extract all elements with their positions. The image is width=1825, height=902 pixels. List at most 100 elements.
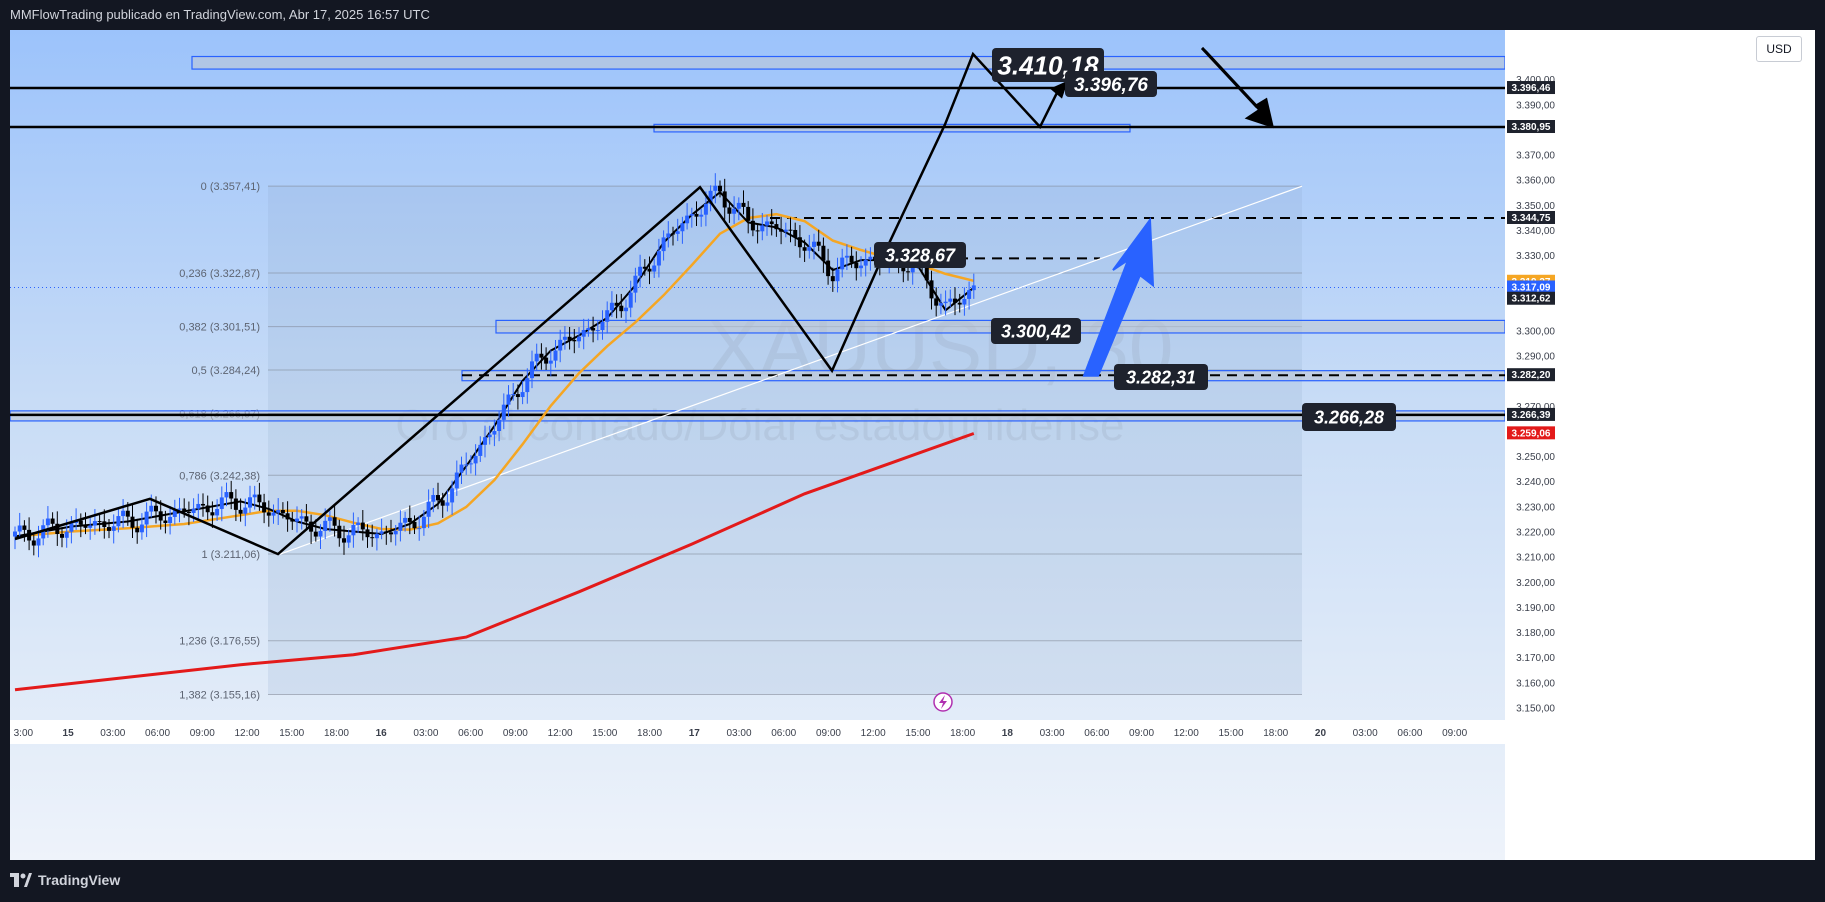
- candle-body: [398, 522, 403, 531]
- price-axis-tick: 3.350,00: [1516, 201, 1555, 212]
- time-axis-tick: 06:00: [1084, 728, 1109, 739]
- candle-body: [389, 532, 393, 535]
- time-axis-tick: 03:00: [413, 728, 438, 739]
- candle-body: [924, 262, 929, 281]
- candle-body: [130, 516, 135, 528]
- price-axis-tick: 3.160,00: [1516, 678, 1555, 689]
- time-axis-tick: 18:00: [1263, 728, 1288, 739]
- candle-body: [713, 185, 718, 191]
- price-axis-tick: 3.180,00: [1516, 628, 1555, 639]
- price-callout[interactable]: 3.266,28: [1302, 403, 1396, 431]
- price-callout[interactable]: 3.300,42: [991, 318, 1081, 344]
- time-axis-tick: 17: [689, 728, 701, 739]
- candle-body: [802, 247, 807, 251]
- candle-body: [276, 510, 281, 513]
- tradingview-logo[interactable]: TradingView: [10, 872, 120, 888]
- price-axis-tick: 3.340,00: [1516, 226, 1555, 237]
- candle-body: [238, 509, 243, 514]
- candle-body: [699, 214, 704, 217]
- candle-body: [741, 202, 746, 207]
- price-chart[interactable]: 0 (3.357,41) 0,236 (3.322,87) 0,382 (3.301…: [10, 30, 1815, 860]
- candle-body: [581, 329, 586, 337]
- currency-button[interactable]: USD: [1756, 36, 1802, 62]
- price-axis-label: 3.266,39: [1507, 407, 1555, 421]
- price-axis-tick: 3.270,00: [1516, 402, 1555, 413]
- candle-body: [694, 213, 699, 217]
- price-axis-tick: 3.290,00: [1516, 352, 1555, 363]
- lightning-icon[interactable]: [933, 692, 953, 712]
- candle-body: [501, 404, 506, 420]
- candle-body: [351, 525, 356, 536]
- candle-body: [139, 524, 144, 533]
- candle-body: [948, 298, 953, 302]
- candle-body: [943, 301, 948, 304]
- candle-body: [149, 505, 154, 512]
- candle-body: [497, 419, 502, 432]
- time-axis-tick: 03:00: [100, 728, 125, 739]
- watermark-description: Oro al contado/Dólar estadounidense: [396, 401, 1125, 450]
- candle-body: [807, 246, 812, 251]
- candle-body: [567, 336, 572, 340]
- price-callout[interactable]: 3.282,31: [1114, 364, 1208, 390]
- candle-body: [812, 241, 816, 247]
- candle-body: [332, 517, 337, 526]
- candle-body: [78, 520, 83, 525]
- price-callout[interactable]: 3.396,76: [1065, 71, 1157, 97]
- candle-body: [64, 531, 69, 538]
- time-axis-tick: 15:00: [592, 728, 617, 739]
- candle-body: [595, 330, 600, 332]
- candle-body: [431, 495, 436, 502]
- time-axis-tick: 12:00: [1174, 728, 1199, 739]
- chart-area[interactable]: 0 (3.357,41) 0,236 (3.322,87) 0,382 (3.301…: [10, 30, 1815, 860]
- candle-body: [403, 517, 408, 523]
- candle-body: [182, 508, 187, 512]
- candle-body: [835, 269, 840, 282]
- candle-body: [515, 394, 520, 398]
- price-axis-label: 3.344,75: [1507, 210, 1555, 224]
- candle-body: [840, 257, 845, 270]
- candle-body: [186, 511, 191, 514]
- price-axis-tick: 3.170,00: [1516, 653, 1555, 664]
- lightning-icon-bolt: [939, 695, 947, 709]
- candle-body: [243, 507, 248, 514]
- candle-body: [544, 357, 549, 364]
- candle-body: [708, 190, 713, 204]
- candle-body: [816, 241, 821, 246]
- candle-body: [262, 502, 267, 513]
- price-axis-label-text: 3.282,20: [1512, 370, 1551, 381]
- time-axis-tick: 12:00: [234, 728, 259, 739]
- candle-body: [628, 292, 633, 308]
- candle-body: [934, 298, 939, 306]
- price-axis-tick: 3.370,00: [1516, 151, 1555, 162]
- price-axis-label: 3.282,20: [1507, 368, 1555, 382]
- price-callout-box: [1302, 403, 1396, 431]
- candle-body: [633, 275, 638, 293]
- ma-red-line: [14, 432, 975, 692]
- candle-body: [201, 503, 205, 506]
- price-callout[interactable]: 3.328,67: [874, 242, 966, 268]
- candle-body: [718, 185, 722, 192]
- price-axis-tick: 3.240,00: [1516, 477, 1555, 488]
- candle-body: [614, 302, 619, 306]
- candle-body: [647, 268, 652, 272]
- candle-body: [863, 259, 868, 266]
- candle-body: [426, 501, 431, 517]
- time-axis-tick: 09:00: [816, 728, 841, 739]
- candle-body: [436, 495, 440, 501]
- candle-body: [45, 518, 50, 526]
- price-axis-label: 3.259,06: [1507, 426, 1555, 440]
- candle-body: [572, 339, 577, 342]
- price-axis-label-text: 3.380,95: [1512, 122, 1551, 133]
- price-axis-label-box: [1507, 368, 1555, 382]
- candle-body: [600, 321, 605, 331]
- fib-level-label: 1 (3.211,06): [201, 549, 260, 561]
- candle-body: [163, 520, 168, 524]
- candle-body: [652, 265, 657, 272]
- candle-body: [191, 508, 196, 514]
- candle-body: [196, 503, 201, 509]
- candle-body: [539, 353, 544, 358]
- candle-body: [638, 266, 643, 276]
- price-axis-label: 3.396,46: [1507, 81, 1555, 95]
- price-axis-label: 3.380,95: [1507, 120, 1555, 134]
- candle-body: [116, 516, 121, 527]
